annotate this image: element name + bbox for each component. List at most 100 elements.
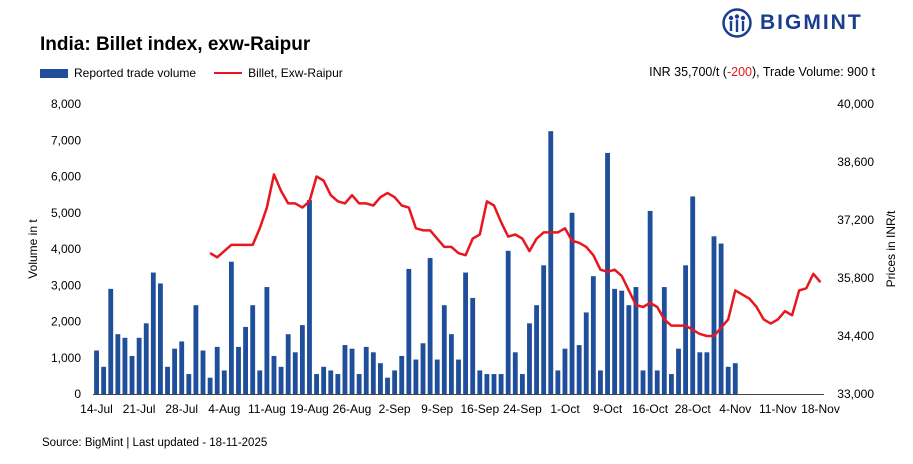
volume-bar bbox=[704, 352, 710, 394]
volume-bar bbox=[576, 345, 582, 394]
source-note: Source: BigMint | Last updated - 18-11-2… bbox=[42, 437, 268, 449]
brand-name: BIGMINT bbox=[760, 11, 863, 34]
y-left-tick-label: 1,000 bbox=[51, 351, 81, 365]
y-left-tick-label: 3,000 bbox=[51, 278, 81, 292]
volume-bar bbox=[548, 131, 554, 394]
volume-bar bbox=[186, 374, 192, 394]
volume-bar bbox=[264, 287, 270, 394]
volume-bar bbox=[342, 345, 348, 394]
volume-bar bbox=[427, 258, 433, 394]
volume-bar bbox=[477, 370, 483, 394]
summary-suffix: ), Trade Volume: 900 t bbox=[752, 65, 875, 79]
volume-bar bbox=[122, 337, 128, 394]
volume-bar bbox=[413, 359, 419, 394]
volume-bar bbox=[441, 305, 447, 394]
volume-bar bbox=[534, 305, 539, 394]
volume-bar bbox=[470, 297, 476, 394]
volume-bar bbox=[718, 243, 724, 394]
volume-bar bbox=[654, 370, 660, 394]
x-tick-label: 28-Jul bbox=[165, 402, 198, 416]
volume-bar bbox=[150, 272, 156, 394]
volume-bar bbox=[527, 323, 532, 394]
volume-bar bbox=[335, 374, 341, 394]
volume-bar bbox=[363, 346, 369, 395]
y-left-tick-label: 8,000 bbox=[51, 97, 81, 111]
y-right-tick-label: 37,200 bbox=[837, 213, 874, 227]
x-tick-label: 9-Oct bbox=[593, 402, 623, 416]
x-tick-label: 9-Sep bbox=[421, 402, 453, 416]
volume-bar bbox=[328, 370, 334, 394]
volume-bar bbox=[349, 348, 355, 394]
legend-label-volume: Reported trade volume bbox=[74, 66, 197, 80]
x-tick-label: 16-Sep bbox=[460, 402, 499, 416]
volume-bar bbox=[101, 366, 107, 394]
x-tick-label: 11-Nov bbox=[759, 402, 797, 416]
volume-bar bbox=[732, 363, 738, 394]
y-right-tick-label: 40,000 bbox=[837, 97, 874, 111]
volume-bar bbox=[406, 268, 412, 394]
y-right-tick-label: 33,000 bbox=[837, 387, 874, 401]
x-tick-label: 26-Aug bbox=[333, 402, 372, 416]
summary-change: -200 bbox=[726, 65, 752, 79]
y-axis-right: 33,000 34,400 35,800 37,200 38,600 40,000 bbox=[837, 97, 874, 401]
y-left-tick-label: 0 bbox=[74, 387, 81, 401]
summary-prefix: INR 35,700/t ( bbox=[649, 65, 727, 79]
y-left-tick-label: 5,000 bbox=[51, 206, 81, 220]
volume-bar bbox=[115, 334, 121, 394]
y-left-tick-label: 4,000 bbox=[51, 242, 81, 256]
volume-bar bbox=[285, 334, 291, 394]
y-left-tick-label: 2,000 bbox=[51, 315, 81, 329]
volume-bar bbox=[250, 305, 256, 394]
x-tick-label: 16-Oct bbox=[632, 402, 669, 416]
x-tick-label: 28-Oct bbox=[675, 402, 712, 416]
y-axis-left-label: Volume in t bbox=[26, 219, 40, 279]
volume-bar bbox=[307, 200, 312, 394]
volume-bar bbox=[172, 348, 178, 394]
volume-bar bbox=[555, 370, 561, 394]
y-right-tick-label: 35,800 bbox=[837, 271, 874, 285]
volume-bar bbox=[207, 377, 213, 394]
volume-bar bbox=[228, 261, 234, 394]
volume-bar bbox=[725, 366, 731, 394]
brand-mark-icon bbox=[722, 8, 752, 38]
legend-swatch-line bbox=[214, 72, 243, 74]
volume-bar bbox=[392, 370, 398, 394]
volume-bar bbox=[236, 346, 241, 395]
volume-bar bbox=[711, 236, 717, 394]
volume-bar bbox=[94, 350, 99, 394]
volume-bar bbox=[626, 305, 632, 394]
volume-bar bbox=[519, 374, 525, 394]
volume-bar bbox=[491, 374, 497, 394]
x-tick-label: 19-Aug bbox=[290, 402, 329, 416]
volume-bar bbox=[108, 288, 114, 395]
volume-bar bbox=[683, 265, 689, 394]
volume-bar bbox=[292, 352, 298, 394]
volume-bar bbox=[214, 346, 220, 395]
volume-bar bbox=[356, 374, 362, 394]
volume-bar bbox=[158, 283, 163, 394]
y-left-tick-label: 7,000 bbox=[51, 133, 81, 147]
volume-bar bbox=[562, 348, 568, 394]
volume-bar bbox=[271, 355, 277, 394]
volume-bar bbox=[243, 326, 248, 394]
volume-bar bbox=[676, 348, 681, 394]
x-tick-label: 24-Sep bbox=[503, 402, 542, 416]
chart-title: India: Billet index, exw-Raipur bbox=[40, 34, 311, 55]
volume-bar bbox=[619, 290, 625, 394]
x-tick-label: 2-Sep bbox=[379, 402, 411, 416]
volume-bar bbox=[257, 370, 263, 394]
volume-bar bbox=[583, 312, 589, 394]
x-tick-label: 4-Nov bbox=[719, 402, 751, 416]
brand-logo: BIGMINT bbox=[722, 8, 863, 38]
legend-item-volume: Reported trade volume bbox=[40, 66, 196, 80]
legend-item-price: Billet, Exw-Raipur bbox=[214, 66, 343, 80]
volume-bar bbox=[434, 359, 440, 394]
volume-bar bbox=[221, 370, 227, 394]
volume-bar bbox=[385, 377, 390, 394]
volume-bar bbox=[370, 352, 376, 394]
y-left-tick-label: 6,000 bbox=[51, 170, 81, 184]
volume-bars bbox=[94, 131, 738, 395]
price-summary: INR 35,700/t (-200), Trade Volume: 900 t bbox=[649, 65, 875, 79]
volume-bar bbox=[697, 352, 703, 394]
